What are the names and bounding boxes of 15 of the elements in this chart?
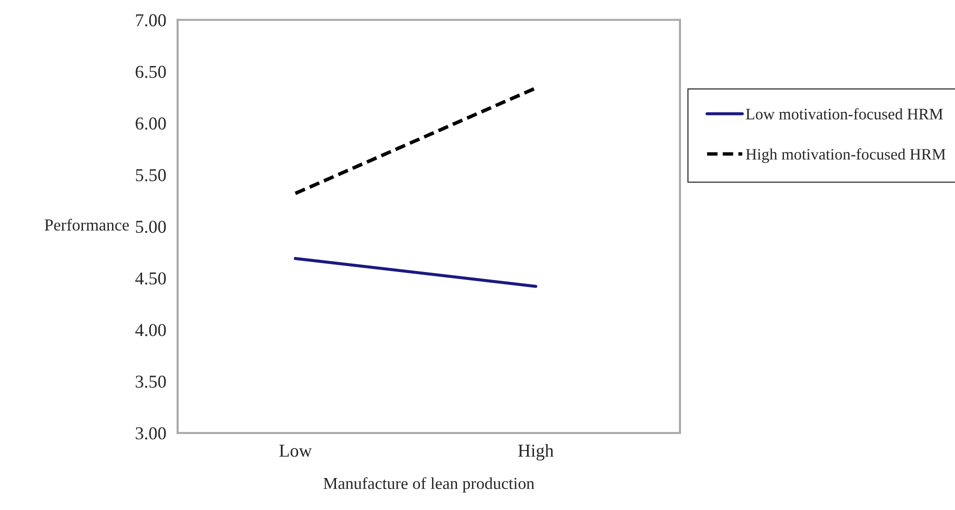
y-tick-label: 5.50: [136, 169, 166, 182]
y-tick-label: 6.00: [136, 117, 166, 130]
y-tick-label: 3.50: [136, 376, 166, 388]
y-tick-label: 3.00: [136, 427, 166, 440]
legend-label: Low motivation-focused HRM: [746, 108, 943, 120]
x-axis-title: Manufacture of lean production: [324, 477, 534, 492]
y-axis-title: Performance: [44, 218, 129, 231]
y-tick-label: 4.50: [135, 272, 166, 285]
y-tick-label: 6.50: [136, 66, 166, 78]
y-tick-label: 5.00: [136, 220, 166, 233]
y-tick-label: 4.00: [135, 324, 166, 336]
x-tick-label: High: [518, 444, 554, 461]
y-tick-label: 7.00: [136, 14, 166, 26]
x-tick-label: Low: [279, 444, 312, 457]
legend-label: High motivation-focused HRM: [746, 148, 946, 163]
